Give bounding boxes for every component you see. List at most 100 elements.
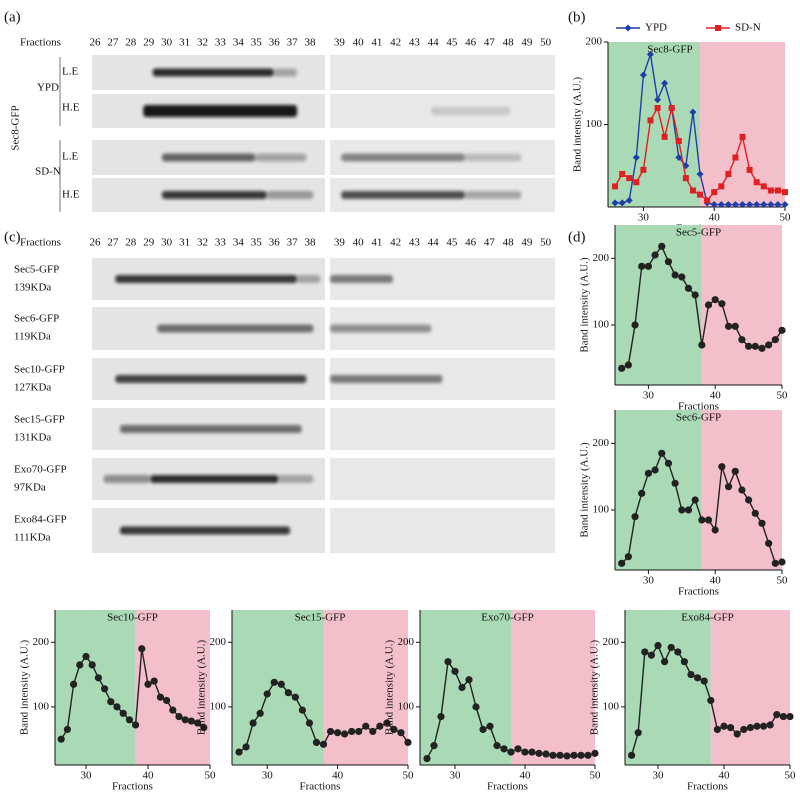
marker — [493, 742, 501, 750]
x-axis-title: Fractions — [678, 401, 719, 413]
marker — [781, 201, 789, 209]
marker — [563, 752, 571, 760]
blot-image — [330, 508, 555, 553]
marker — [270, 678, 278, 686]
marker — [698, 341, 706, 349]
blot-band — [278, 475, 314, 483]
fraction-label: 36 — [269, 37, 281, 49]
marker — [731, 201, 739, 209]
marker — [500, 745, 508, 753]
marker — [472, 703, 480, 711]
fraction-label: 48 — [503, 237, 515, 249]
marker — [774, 201, 782, 209]
fraction-label: 29 — [143, 37, 155, 49]
marker — [753, 201, 761, 209]
marker — [778, 558, 786, 566]
marker — [707, 696, 715, 705]
region — [323, 610, 408, 765]
fraction-label: 48 — [503, 37, 515, 49]
x-tick-label: 40 — [719, 770, 731, 782]
x-tick-label: 30 — [653, 770, 665, 782]
marker — [107, 698, 115, 706]
marker — [528, 748, 536, 756]
fraction-label: 32 — [197, 37, 208, 49]
y-axis-title: Band intensity (A.U.) — [589, 640, 601, 736]
marker — [535, 749, 543, 757]
blot-band — [119, 526, 291, 535]
marker — [263, 690, 271, 698]
blot-image — [330, 408, 555, 450]
marker — [691, 291, 699, 299]
x-tick-label: 50 — [777, 575, 789, 587]
marker — [639, 71, 647, 79]
lane-size: 127KDa — [14, 382, 51, 394]
marker — [291, 693, 299, 701]
marker — [717, 201, 725, 209]
marker — [740, 725, 748, 734]
marker — [765, 539, 773, 547]
marker — [738, 336, 746, 344]
fraction-label: 37 — [287, 237, 299, 249]
marker — [713, 725, 722, 734]
y-tick-label: 200 — [603, 636, 620, 648]
marker — [751, 342, 759, 350]
fraction-label: 27 — [107, 37, 119, 49]
y-tick-label: 200 — [593, 437, 610, 449]
x-tick-label: 50 — [205, 770, 217, 782]
marker — [718, 300, 726, 308]
marker — [187, 717, 195, 725]
y-tick-label: 200 — [586, 36, 603, 48]
marker — [778, 326, 786, 334]
group-label: YPD — [37, 82, 59, 94]
marker — [423, 754, 431, 763]
marker — [664, 258, 673, 266]
marker — [745, 496, 753, 504]
marker — [661, 79, 669, 87]
marker — [256, 709, 264, 717]
x-tick-label: 40 — [710, 390, 722, 402]
marker — [618, 199, 626, 207]
marker — [626, 175, 633, 182]
marker — [618, 559, 626, 567]
x-axis-title: Fractions — [300, 781, 341, 793]
lane-name: Exo84-GFP — [14, 514, 67, 526]
x-tick-label: 50 — [590, 770, 602, 782]
lane-name: Sec10-GFP — [14, 364, 65, 376]
marker — [633, 179, 640, 186]
marker — [591, 749, 599, 757]
fraction-label: 47 — [484, 37, 496, 49]
x-tick-label: 50 — [785, 770, 797, 782]
marker — [746, 166, 753, 173]
marker — [624, 361, 632, 369]
region — [625, 610, 711, 765]
y-tick-label: 200 — [398, 636, 415, 648]
marker — [465, 676, 473, 684]
fraction-label: 28 — [125, 37, 137, 49]
marker — [738, 486, 746, 494]
marker — [678, 506, 686, 514]
marker — [689, 187, 696, 194]
lane-name: Sec5-GFP — [14, 264, 59, 276]
blot-band — [465, 191, 522, 199]
fraction-label: 37 — [287, 37, 299, 49]
x-axis-title: Fractions — [487, 781, 528, 793]
marker — [611, 199, 619, 207]
marker — [113, 703, 121, 711]
marker — [638, 262, 646, 270]
fraction-label: 31 — [179, 237, 190, 249]
marker — [249, 719, 257, 727]
exposure-label: L.E — [62, 66, 78, 78]
panel-label: (b) — [568, 9, 586, 25]
lane-size: 131KDa — [14, 432, 51, 444]
x-tick-label: 30 — [450, 770, 462, 782]
x-axis-title: Fractions — [687, 781, 728, 793]
marker — [376, 722, 384, 730]
marker — [767, 201, 775, 209]
marker — [404, 738, 412, 746]
fraction-label: 26 — [89, 237, 101, 249]
marker — [675, 138, 682, 144]
exposure-label: H.E — [62, 102, 80, 114]
y-tick-label: 100 — [593, 504, 610, 516]
fraction-label: 50 — [540, 237, 552, 249]
